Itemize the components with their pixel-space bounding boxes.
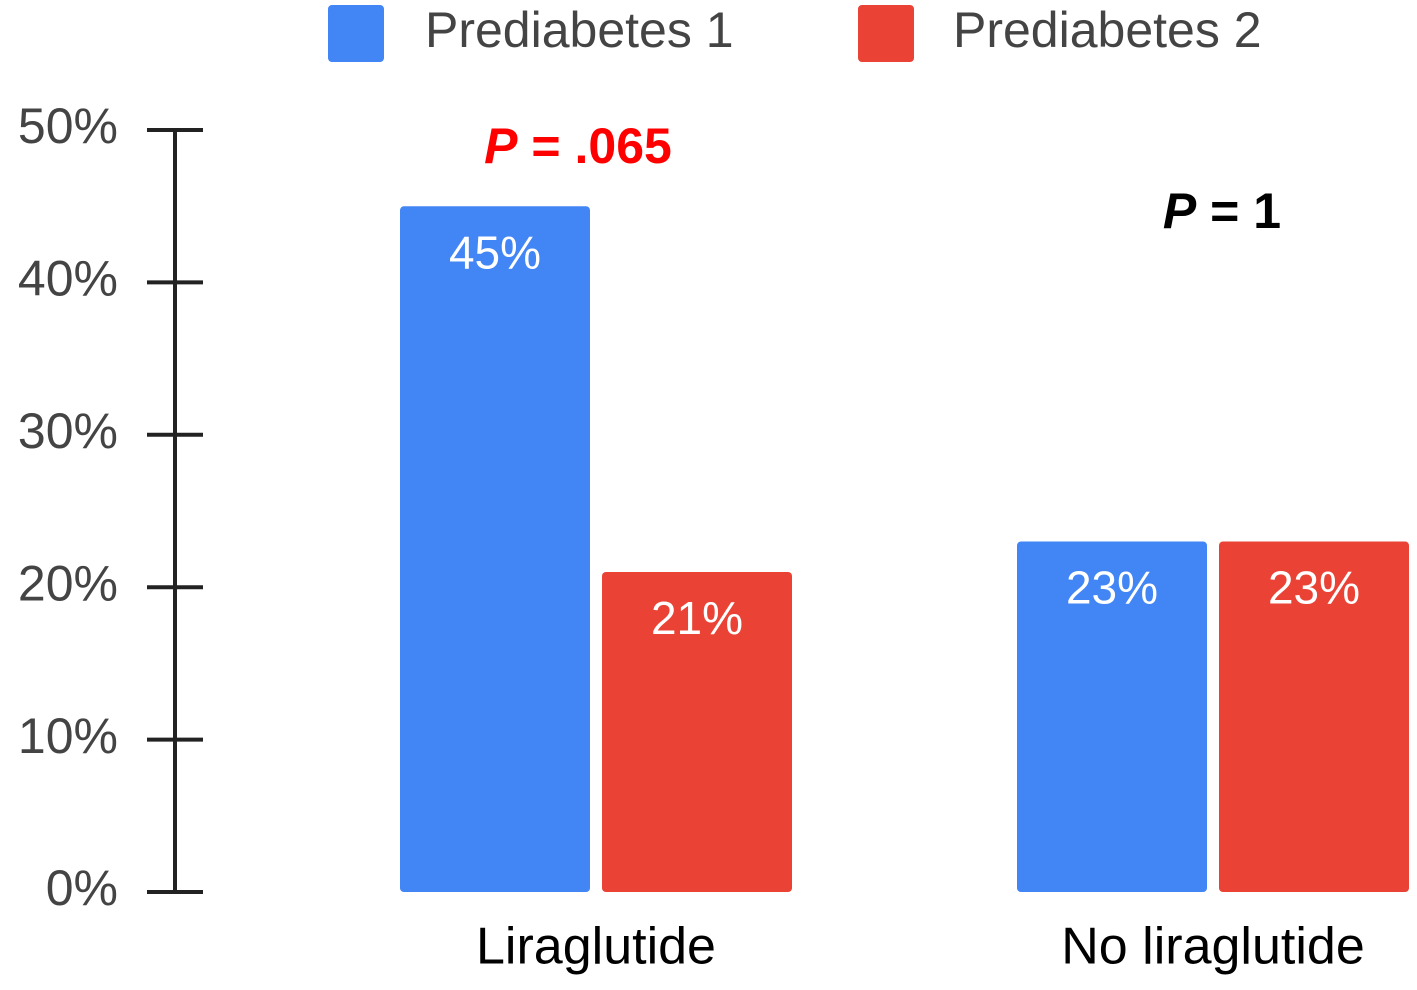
p-value-text: = 1 xyxy=(1196,183,1281,239)
x-category-label: Liraglutide xyxy=(476,918,716,976)
y-tick-label: 30% xyxy=(18,403,118,459)
legend-swatch xyxy=(858,5,914,62)
bar-data-label: 23% xyxy=(1268,562,1360,614)
p-value-text: = .065 xyxy=(518,118,672,174)
bar xyxy=(1017,541,1207,892)
bar xyxy=(602,571,792,892)
bar-data-label: 45% xyxy=(449,226,541,278)
bar xyxy=(1219,541,1409,892)
legend-label: Prediabetes 1 xyxy=(425,2,734,58)
y-tick-label: 50% xyxy=(18,98,118,154)
bar-data-label: 23% xyxy=(1066,562,1158,614)
y-tick-label: 10% xyxy=(18,708,118,764)
p-value-symbol: P xyxy=(484,118,518,174)
p-value-annotation: P = .065 xyxy=(484,118,672,174)
y-tick-label: 40% xyxy=(18,251,118,307)
p-value-symbol: P xyxy=(1163,183,1197,239)
y-tick-label: 20% xyxy=(18,555,118,611)
legend-label: Prediabetes 2 xyxy=(953,2,1262,58)
bar-data-label: 21% xyxy=(651,592,743,644)
bar xyxy=(400,206,590,892)
p-value-annotation: P = 1 xyxy=(1163,183,1281,239)
y-tick-label: 0% xyxy=(46,860,118,916)
legend-swatch xyxy=(328,5,384,62)
x-category-label: No liraglutide xyxy=(1061,918,1365,976)
